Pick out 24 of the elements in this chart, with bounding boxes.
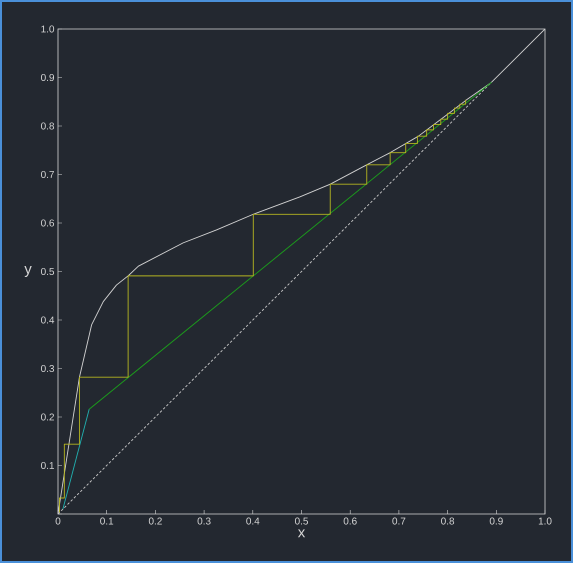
y-tick-label: 0.8 (41, 122, 54, 130)
x-axis-title: x (298, 529, 306, 538)
x-tick-label: 0.7 (392, 518, 406, 525)
y-tick-label: 0.5 (41, 268, 54, 276)
x-tick-label: 0.1 (100, 518, 114, 525)
y-tick-label: 0.1 (41, 462, 54, 470)
y-tick-label: 0.4 (41, 316, 54, 324)
x-tick-label: 0.5 (294, 518, 308, 525)
x-tick-label: 0 (56, 518, 60, 525)
x-tick-label: 0.4 (246, 518, 260, 525)
x-tick-label: 1.0 (538, 518, 552, 525)
y-tick-label: 0.3 (41, 364, 54, 372)
x-tick-label: 0.3 (198, 518, 211, 525)
y-tick-label: 0.6 (41, 219, 54, 227)
x-tick-label: 0.9 (490, 518, 503, 525)
line-series (58, 28, 546, 514)
x-tick-label: 0.8 (441, 518, 454, 525)
x-tick-label: 0.2 (148, 518, 162, 525)
y-tick-label: 0.9 (41, 74, 54, 82)
y-tick-label: 0.7 (41, 170, 54, 178)
y-tick-label: 1.0 (41, 25, 54, 33)
y-tick-label: 0.2 (41, 413, 54, 421)
x-tick-label: 0.6 (344, 518, 357, 525)
y-axis-title: y (24, 266, 32, 277)
